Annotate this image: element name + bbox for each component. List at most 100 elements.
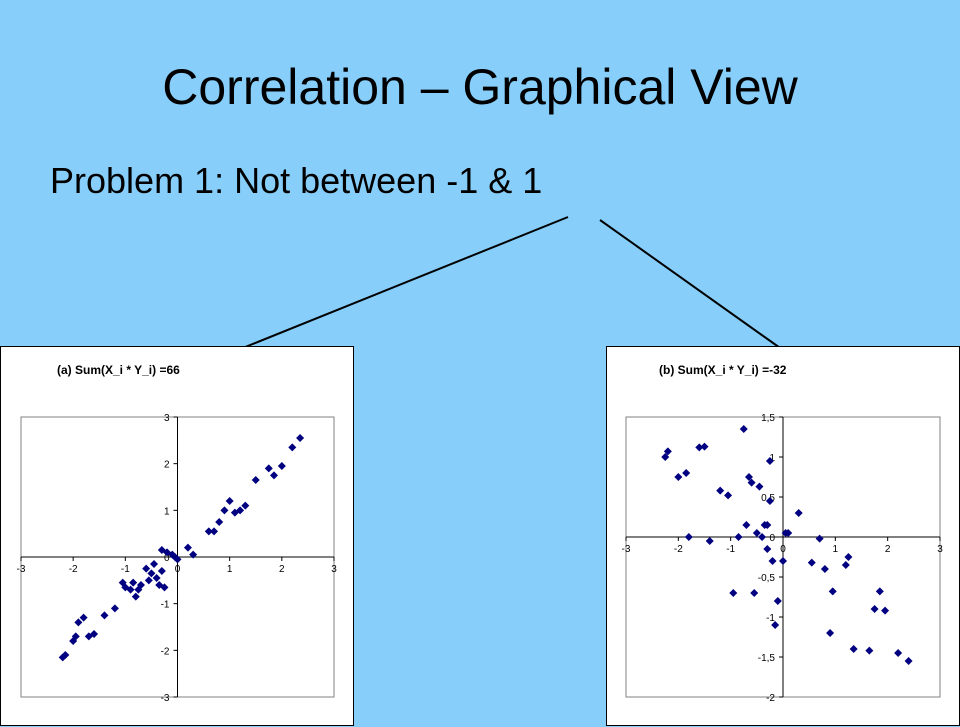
data-point — [815, 534, 824, 543]
data-point — [674, 473, 683, 481]
y-tick-label: 0,5 — [761, 493, 775, 504]
x-tick-label: -3 — [17, 564, 26, 575]
x-tick-label: -1 — [121, 564, 130, 575]
x-tick-label: 1 — [833, 544, 839, 555]
data-point — [236, 506, 245, 515]
data-point — [215, 518, 224, 526]
x-tick-label: 2 — [279, 564, 285, 575]
data-point — [739, 425, 748, 433]
data-point — [794, 509, 803, 517]
data-point — [881, 606, 890, 615]
data-point — [264, 464, 273, 473]
data-point — [784, 529, 793, 537]
data-point — [894, 649, 903, 657]
y-tick-label: -1 — [161, 600, 170, 611]
data-point — [844, 553, 853, 561]
data-point — [742, 521, 751, 529]
data-point — [734, 533, 743, 541]
data-point — [147, 569, 156, 578]
data-point — [61, 651, 70, 659]
data-point — [661, 453, 670, 461]
y-tick-label: 2 — [164, 460, 170, 471]
slide-title: Correlation – Graphical View — [162, 59, 798, 115]
data-point — [118, 578, 127, 587]
x-tick-label: 3 — [331, 564, 337, 575]
x-tick-label: -2 — [69, 564, 78, 575]
data-point — [865, 646, 874, 655]
y-tick-label: 3 — [164, 413, 170, 424]
data-point — [765, 497, 774, 505]
data-point — [129, 578, 138, 587]
x-tick-label: -3 — [622, 544, 631, 555]
data-point — [841, 561, 850, 569]
data-point — [288, 443, 297, 452]
data-point — [765, 457, 774, 465]
data-point — [173, 555, 182, 564]
data-point — [750, 589, 759, 597]
x-tick-label: -1 — [726, 544, 735, 555]
data-point — [763, 545, 772, 553]
data-point — [747, 478, 756, 487]
data-point — [100, 611, 109, 620]
data-point — [695, 443, 704, 452]
data-point — [828, 587, 837, 596]
data-point — [820, 565, 829, 573]
data-point — [152, 574, 161, 582]
data-point — [251, 476, 260, 484]
y-tick-label: -2 — [766, 693, 775, 704]
y-tick-label: -2 — [161, 646, 170, 657]
scatter-chart-a: (a) Sum(X_i * Y_i) =66 -3 -2 -1 0 1 2 3 -3 -2 -1 0 1… — [0, 346, 354, 726]
data-point — [144, 576, 153, 585]
data-point — [768, 557, 777, 565]
data-point — [849, 645, 858, 653]
data-point — [74, 618, 83, 627]
x-tick-label: 0 — [780, 544, 786, 555]
x-tick-label: 1 — [227, 564, 233, 575]
data-point — [277, 462, 286, 470]
y-tick-label: 0 — [769, 533, 775, 544]
data-point — [758, 533, 767, 541]
data-point — [71, 632, 80, 641]
data-point — [136, 581, 145, 589]
chart-title: (a) Sum(X_i * Y_i) =66 — [57, 363, 180, 377]
x-tick-label: -2 — [674, 544, 683, 555]
data-point — [241, 501, 250, 510]
y-tick-label: 1 — [769, 453, 775, 464]
bullet-text: Problem 1: Not between -1 & 1 — [50, 160, 543, 201]
y-tick-label: -0,5 — [758, 573, 776, 584]
data-point — [189, 550, 198, 559]
data-point — [126, 585, 135, 594]
data-point — [204, 527, 213, 536]
data-point — [168, 550, 177, 559]
arrow-left — [217, 216, 569, 359]
data-point — [131, 592, 140, 601]
scatter-plot-a: (a) Sum(X_i * Y_i) =66 -3 -2 -1 0 1 2 3 -3 -2 -1 0 1… — [17, 363, 338, 704]
data-point — [150, 560, 159, 568]
data-point — [875, 587, 884, 596]
data-point — [682, 469, 691, 477]
data-point — [870, 605, 879, 613]
data-point — [220, 506, 229, 515]
y-tick-label: 1 — [164, 506, 170, 517]
data-point — [716, 486, 725, 495]
data-point — [826, 629, 835, 637]
scatter-chart-b: (b) Sum(X_i * Y_i) =-32 -3 -2 -1 0 1 2 3 -2 -1,5 -… — [606, 346, 960, 726]
data-point — [700, 442, 709, 451]
data-point — [684, 533, 693, 541]
y-tick-label: 0 — [164, 553, 170, 564]
data-point — [210, 527, 219, 536]
data-point — [724, 491, 733, 500]
data-point — [904, 657, 913, 665]
x-tick-label: 3 — [937, 544, 943, 555]
data-point — [160, 583, 169, 592]
data-point — [779, 557, 787, 565]
data-point — [110, 604, 119, 613]
data-point — [773, 597, 782, 605]
scatter-plot-b: (b) Sum(X_i * Y_i) =-32 -3 -2 -1 0 1 2 3 -2 -1,5 -… — [622, 363, 944, 704]
x-tick-label: 2 — [885, 544, 891, 555]
data-point — [807, 558, 816, 567]
data-point — [157, 567, 166, 575]
data-point — [744, 473, 753, 481]
data-point — [90, 630, 99, 638]
